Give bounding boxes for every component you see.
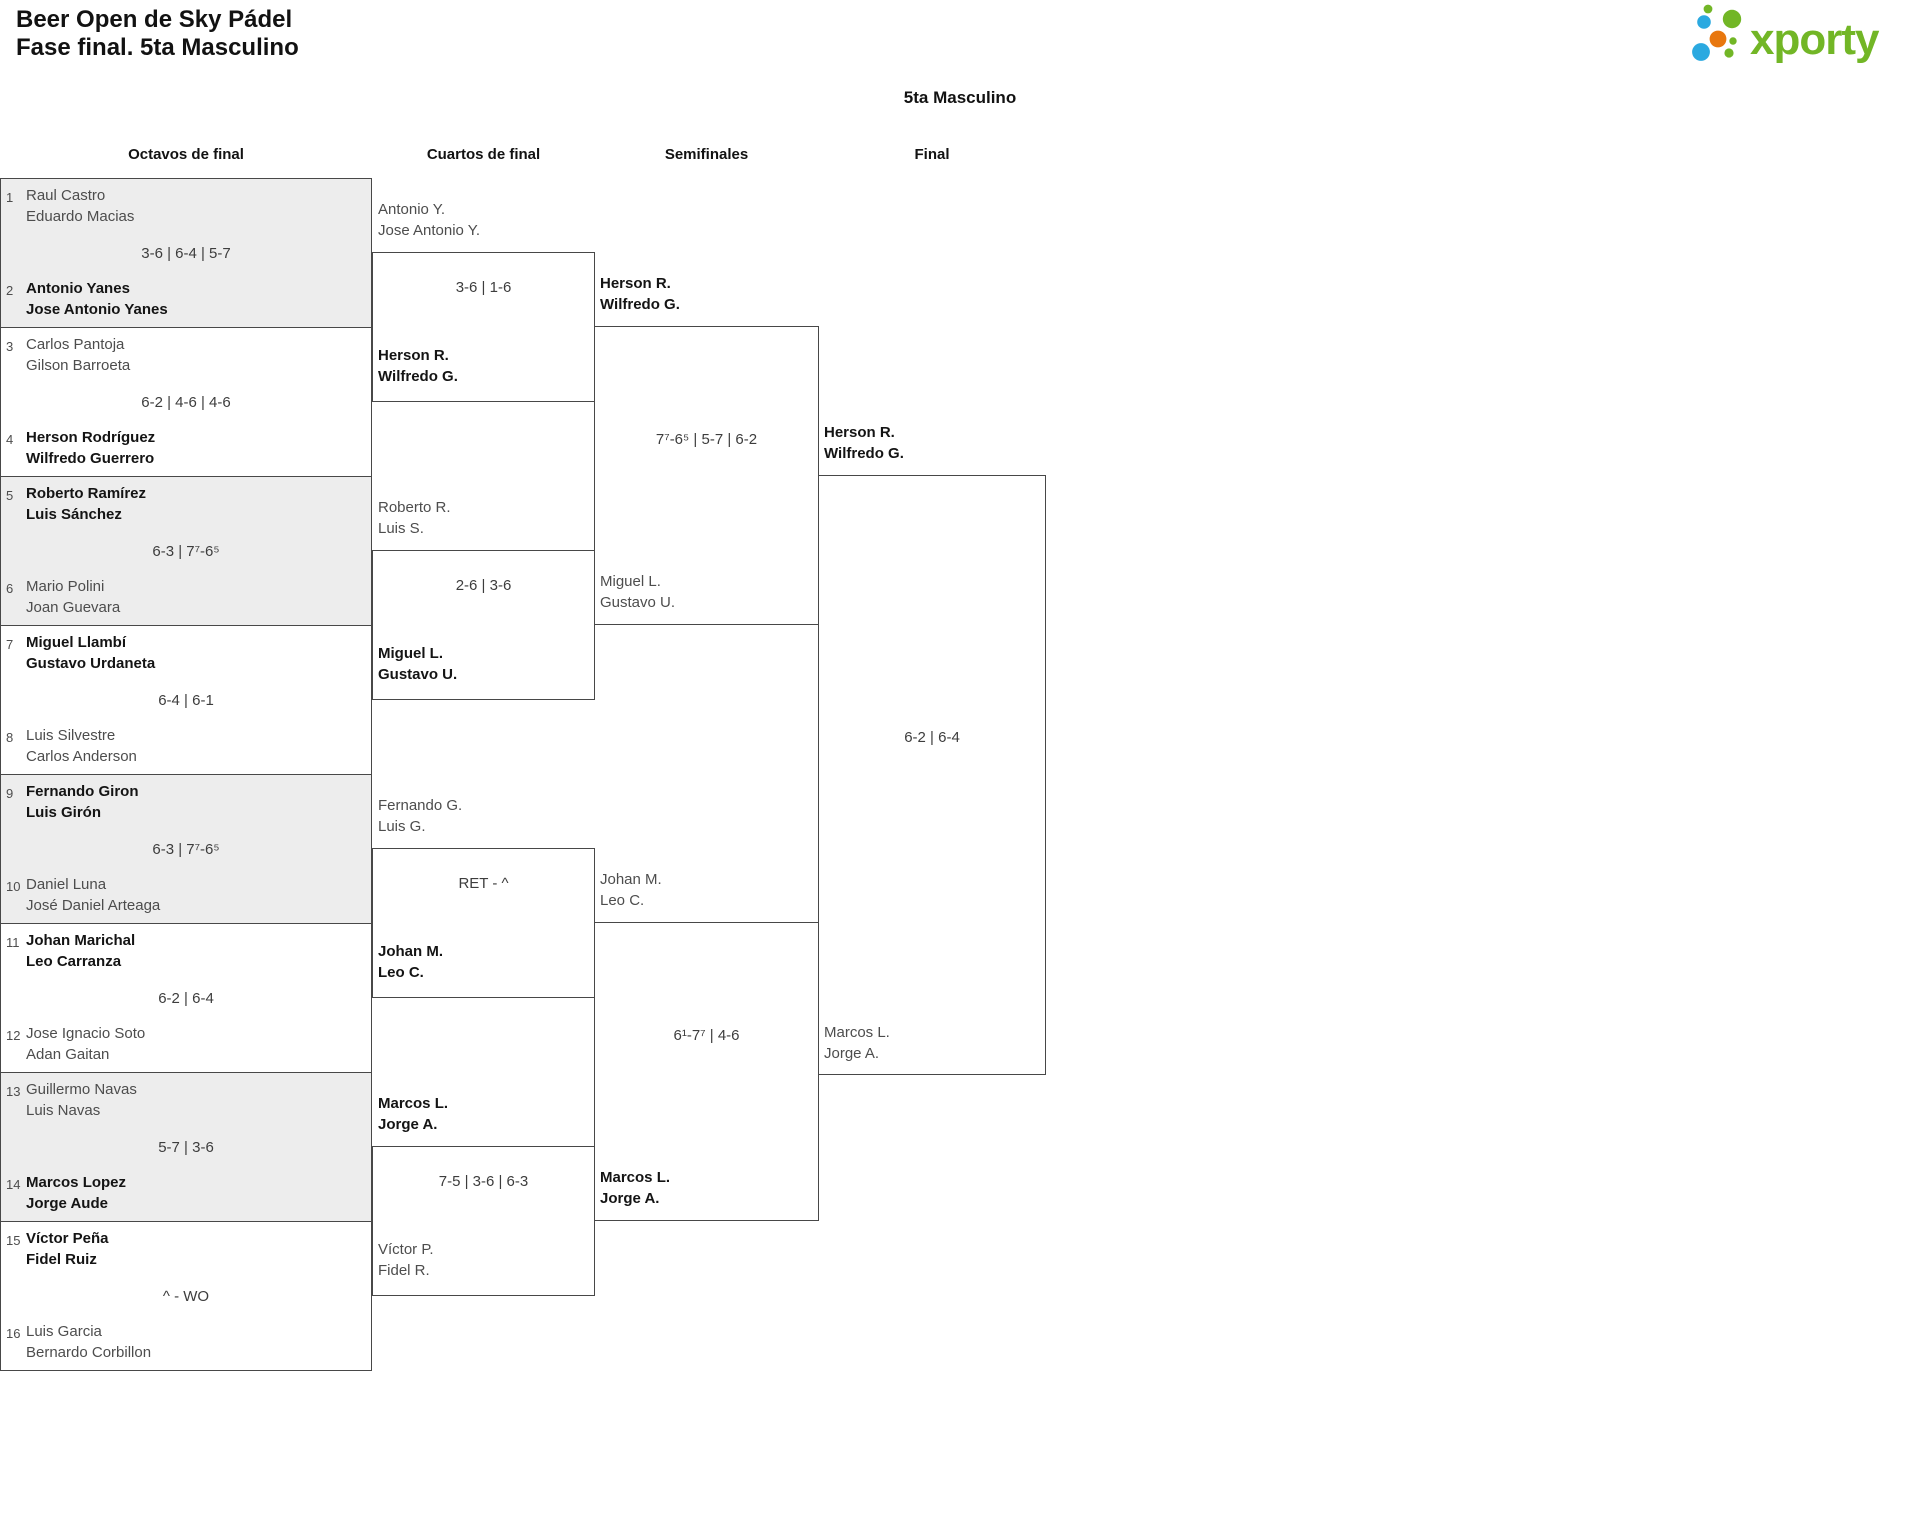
team-names: Herson R. Wilfredo G.	[600, 275, 680, 313]
match-score: 6-4 | 6-1	[158, 692, 214, 709]
seed-number: 16	[6, 1326, 21, 1341]
seed-number: 1	[6, 190, 14, 205]
team-names: Miguel Llambí Gustavo Urdaneta	[26, 634, 156, 672]
xporty-logo-icon: xporty	[1692, 4, 1881, 64]
match-score: 6-2 | 6-4	[904, 729, 960, 746]
svg-text:xporty: xporty	[1750, 15, 1880, 64]
seed-number: 5	[6, 488, 14, 503]
team-names: Roberto Ramírez Luis Sánchez	[26, 485, 147, 523]
team-names: Herson Rodríguez Wilfredo Guerrero	[26, 429, 156, 467]
r16-match-5: 9 Fernando Giron Luis Girón 6-3 | 7⁷-6⁵ …	[0, 774, 372, 924]
round-header-semifinales: Semifinales	[664, 146, 749, 163]
seed-number: 4	[6, 432, 14, 447]
match-score: 2-6 | 3-6	[455, 577, 512, 594]
match-score: 3-6 | 1-6	[455, 279, 512, 296]
match-score: 6-3 | 7⁷-6⁵	[152, 543, 220, 560]
seed-number: 12	[6, 1028, 21, 1043]
team-names: Johan M. Leo C.	[378, 943, 444, 981]
seed-number: 8	[6, 730, 14, 745]
team-names: Jose Ignacio Soto Adan Gaitan	[26, 1025, 146, 1063]
final-match-box	[818, 475, 1046, 1075]
seed-number: 6	[6, 581, 14, 596]
match-score: RET - ^	[458, 875, 509, 892]
team-names: Luis Silvestre Carlos Anderson	[26, 727, 137, 765]
team-names: Johan Marichal Leo Carranza	[26, 932, 136, 970]
seed-number: 13	[6, 1084, 21, 1099]
seed-number: 9	[6, 786, 14, 801]
seed-number: 3	[6, 339, 14, 354]
r16-match-4: 7 Miguel Llambí Gustavo Urdaneta 6-4 | 6…	[0, 625, 372, 775]
team-names: Antonio Y. Jose Antonio Y.	[378, 201, 481, 239]
r16-match-8: 15 Víctor Peña Fidel Ruiz ^ - WO Luis Ga…	[0, 1221, 372, 1371]
team-names: Antonio Yanes Jose Antonio Yanes	[26, 280, 168, 318]
team-names: Miguel L. Gustavo U.	[600, 573, 676, 611]
team-names: Daniel Luna José Daniel Arteaga	[26, 876, 161, 914]
match-score: 7⁷-6⁵ | 5-7 | 6-2	[655, 431, 758, 448]
r16-match-6: 11 Johan Marichal Leo Carranza 6-2 | 6-4…	[0, 923, 372, 1073]
seed-number: 10	[6, 879, 21, 894]
team-names: Herson R. Wilfredo G.	[824, 424, 904, 462]
match-score: 7-5 | 3-6 | 6-3	[438, 1173, 529, 1190]
match-score: 6-2 | 6-4	[158, 990, 214, 1007]
r16-match-1: 1 Raul Castro Eduardo Macias 3-6 | 6-4 |…	[0, 178, 372, 328]
team-names: Marcos L. Jorge A.	[600, 1169, 671, 1207]
team-names: Mario Polini Joan Guevara	[26, 578, 121, 616]
round-header-octavos: Octavos de final	[128, 146, 244, 163]
team-names: Fernando G. Luis G.	[378, 797, 463, 835]
page-title: Beer Open de Sky Pádel Fase final. 5ta M…	[16, 6, 299, 62]
round-header-cuartos: Cuartos de final	[426, 146, 541, 163]
qf-match-2-box	[372, 550, 595, 700]
xporty-logo: xporty	[1688, 2, 1916, 71]
r16-match-7: 13 Guillermo Navas Luis Navas 5-7 | 3-6 …	[0, 1072, 372, 1222]
seed-number: 11	[6, 935, 20, 950]
tournament-name: Beer Open de Sky Pádel	[16, 6, 293, 33]
match-score: 6-2 | 4-6 | 4-6	[141, 394, 231, 411]
team-names: Víctor Peña Fidel Ruiz	[26, 1230, 109, 1268]
match-score: 3-6 | 6-4 | 5-7	[141, 245, 231, 262]
team-names: Carlos Pantoja Gilson Barroeta	[26, 336, 131, 374]
team-names: Marcos Lopez Jorge Aude	[26, 1174, 127, 1212]
team-names: Herson R. Wilfredo G.	[378, 347, 458, 385]
team-names: Marcos L. Jorge A.	[378, 1095, 449, 1133]
match-score: ^ - WO	[162, 1288, 210, 1305]
team-names: Johan M. Leo C.	[600, 871, 662, 909]
team-names: Miguel L. Gustavo U.	[378, 645, 458, 683]
team-names: Roberto R. Luis S.	[378, 499, 451, 537]
team-names: Marcos L. Jorge A.	[824, 1024, 890, 1062]
seed-number: 2	[6, 283, 14, 298]
category-title: 5ta Masculino	[903, 88, 1017, 107]
round-header-final: Final	[914, 146, 950, 163]
match-score: 6¹-7⁷ | 4-6	[673, 1027, 740, 1044]
match-score: 6-3 | 7⁷-6⁵	[152, 841, 220, 858]
team-names: Fernando Giron Luis Girón	[26, 783, 139, 821]
r16-match-3: 5 Roberto Ramírez Luis Sánchez 6-3 | 7⁷-…	[0, 476, 372, 626]
team-names: Luis Garcia Bernardo Corbillon	[26, 1323, 152, 1361]
match-score: 5-7 | 3-6	[158, 1139, 214, 1156]
team-names: Raul Castro Eduardo Macias	[26, 187, 135, 225]
team-names: Víctor P. Fidel R.	[378, 1241, 434, 1279]
seed-number: 7	[6, 637, 14, 652]
seed-number: 14	[6, 1177, 21, 1192]
phase-name: Fase final. 5ta Masculino	[16, 34, 299, 61]
qf-match-4-box	[372, 1146, 595, 1296]
team-names: Guillermo Navas Luis Navas	[26, 1081, 137, 1119]
seed-number: 15	[6, 1233, 21, 1248]
r16-match-2: 3 Carlos Pantoja Gilson Barroeta 6-2 | 4…	[0, 327, 372, 477]
